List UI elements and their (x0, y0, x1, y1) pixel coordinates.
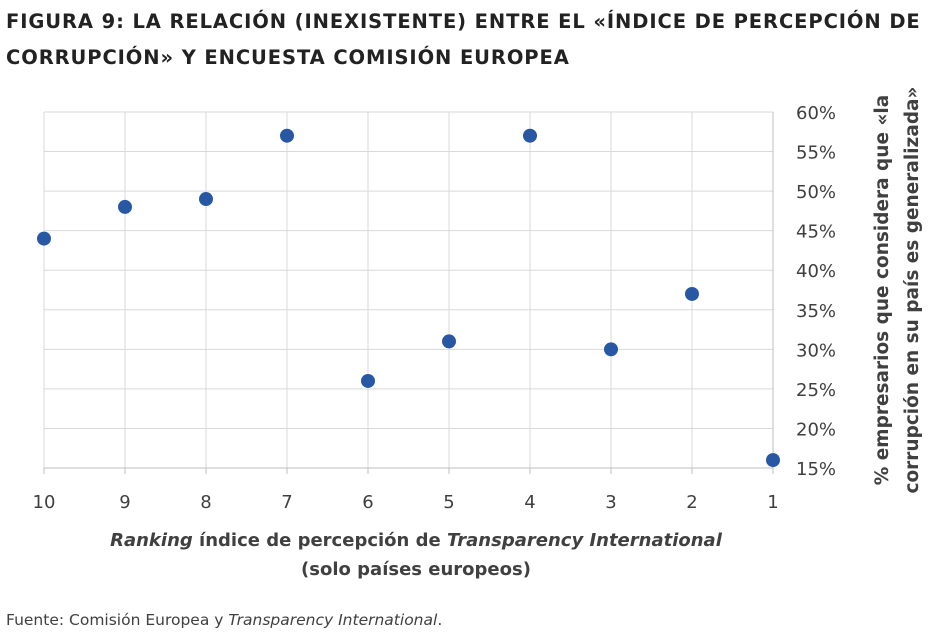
y-tick-label: 55% (796, 143, 836, 164)
data-point (766, 453, 780, 468)
x-tick-label: 6 (362, 492, 373, 513)
x-tick-label: 5 (443, 492, 454, 513)
y-tick-label: 40% (796, 261, 836, 282)
source-note: Fuente: Comisión Europea y Transparency … (6, 611, 442, 629)
data-points (37, 128, 780, 468)
x-axis-title-line-2: (solo países europeos) (301, 559, 531, 580)
data-point (361, 373, 375, 388)
x-tick-label: 8 (200, 492, 211, 513)
data-point (280, 128, 294, 143)
x-tick-label: 1 (767, 492, 778, 513)
y-tick-label: 35% (796, 301, 836, 322)
data-point (199, 192, 213, 207)
x-tick-label: 10 (33, 492, 56, 513)
source-prefix: Fuente: Comisión Europea y (6, 611, 229, 629)
y-tick-label: 15% (796, 459, 836, 480)
data-point (685, 286, 699, 301)
y-axis-title-line-2: corrupción en su país es generalizada» (902, 87, 923, 494)
data-point (604, 342, 618, 357)
y-tick-label: 50% (796, 182, 836, 203)
data-point (37, 231, 51, 246)
chart-title: FIGURA 9: LA RELACIÓN (INEXISTENTE) ENTR… (6, 4, 931, 76)
x-axis-title-italic-ranking: Ranking (110, 530, 193, 551)
x-tick-label: 9 (119, 492, 130, 513)
y-tick-label: 45% (796, 222, 836, 243)
y-axis-title-line-1: % empresarios que considera que «la (872, 95, 893, 485)
x-tick-label: 4 (524, 492, 535, 513)
data-point (442, 334, 456, 349)
grid (43, 111, 774, 469)
x-axis-title-line-1: Ranking índice de percepción de Transpar… (76, 527, 756, 555)
x-axis-title-italic-ti: Transparency International (446, 530, 722, 551)
y-axis-title: % empresarios que considera que «la corru… (872, 87, 923, 494)
x-tick-label: 2 (686, 492, 697, 513)
y-tick-label: 60% (796, 103, 836, 124)
x-tick-label: 3 (605, 492, 616, 513)
chart-title-line-1: FIGURA 9: LA RELACIÓN (INEXISTENTE) ENTR… (6, 10, 921, 33)
source-italic: Transparency International (228, 611, 438, 629)
chart-title-line-2: CORRUPCIÓN» Y ENCUESTA COMISIÓN EUROPEA (6, 46, 570, 69)
data-point (118, 199, 132, 214)
x-tick-label: 7 (281, 492, 292, 513)
data-point (523, 128, 537, 143)
y-tick-label: 30% (796, 340, 836, 361)
y-tick-label: 20% (796, 419, 836, 440)
x-axis-title-plain: índice de percepción de (192, 530, 447, 551)
axes: 15% 20% 25% 30% 35% 40% 45% 50% 55% 60% 10 9 8 7 6 5 4 3 2… (33, 103, 836, 513)
source-suffix: . (437, 611, 443, 629)
y-tick-label: 25% (796, 380, 836, 401)
